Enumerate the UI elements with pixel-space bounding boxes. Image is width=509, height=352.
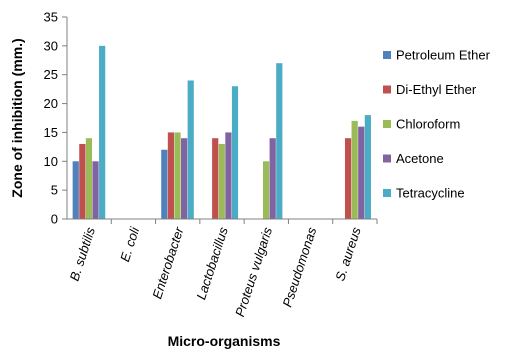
x-category-label: Lactobacillus [193,225,231,302]
legend-swatch [383,154,391,163]
legend-label: Chloroform [396,117,460,132]
y-tick-label: 0 [51,212,58,227]
bar [212,138,219,219]
legend-swatch [383,51,391,59]
y-tick-label: 10 [44,154,58,169]
y-axis-ticks: 0 5 10 15 20 25 30 35 [44,10,67,227]
axes [66,17,377,220]
bars [72,45,378,224]
bar [218,143,225,219]
bar [167,132,175,219]
x-category-label: B. subtilis [67,225,99,283]
legend-label: Di-Ethyl Ether [396,82,477,97]
bar [225,132,232,219]
x-category-label: Enterobacter [149,225,186,301]
legend-label: Petroleum Ether [396,48,491,63]
bar [351,120,358,219]
y-tick-label: 30 [44,38,58,53]
x-axis-category-labels: B. subtilis E. coli Enterobacter Lactobacil… [67,224,364,318]
bar [92,161,99,219]
legend-swatch [383,120,391,128]
bar [276,63,283,219]
legend-label: Acetone [396,151,444,166]
y-axis-title: Zone of inhibition (mm.) [9,38,25,197]
y-tick-label: 5 [51,183,58,198]
y-tick-label: 25 [44,67,58,82]
bar [85,138,93,219]
legend-swatch [383,85,391,94]
y-tick-label: 15 [44,125,58,140]
x-category-label: Pseudomonas [279,225,319,309]
bar [262,161,270,219]
bar [187,80,194,219]
x-category-label: Proteus vulgaris [232,225,275,319]
legend-swatch [383,189,391,197]
bar [174,132,181,219]
bar [79,143,86,219]
x-axis-title: Micro-organisms [168,333,281,349]
bar [161,149,168,219]
bar [269,138,276,219]
bar [358,126,365,219]
x-category-label: S. aureus [332,225,364,283]
bar [364,115,371,219]
bar [344,138,352,219]
bar [181,138,188,219]
bar [72,161,79,219]
y-tick-label: 35 [44,10,58,25]
y-tick-label: 20 [44,96,58,111]
legend-label: Tetracycline [396,186,465,201]
x-category-label: E. coli [117,224,143,263]
bar [99,45,106,219]
bar [231,86,239,219]
